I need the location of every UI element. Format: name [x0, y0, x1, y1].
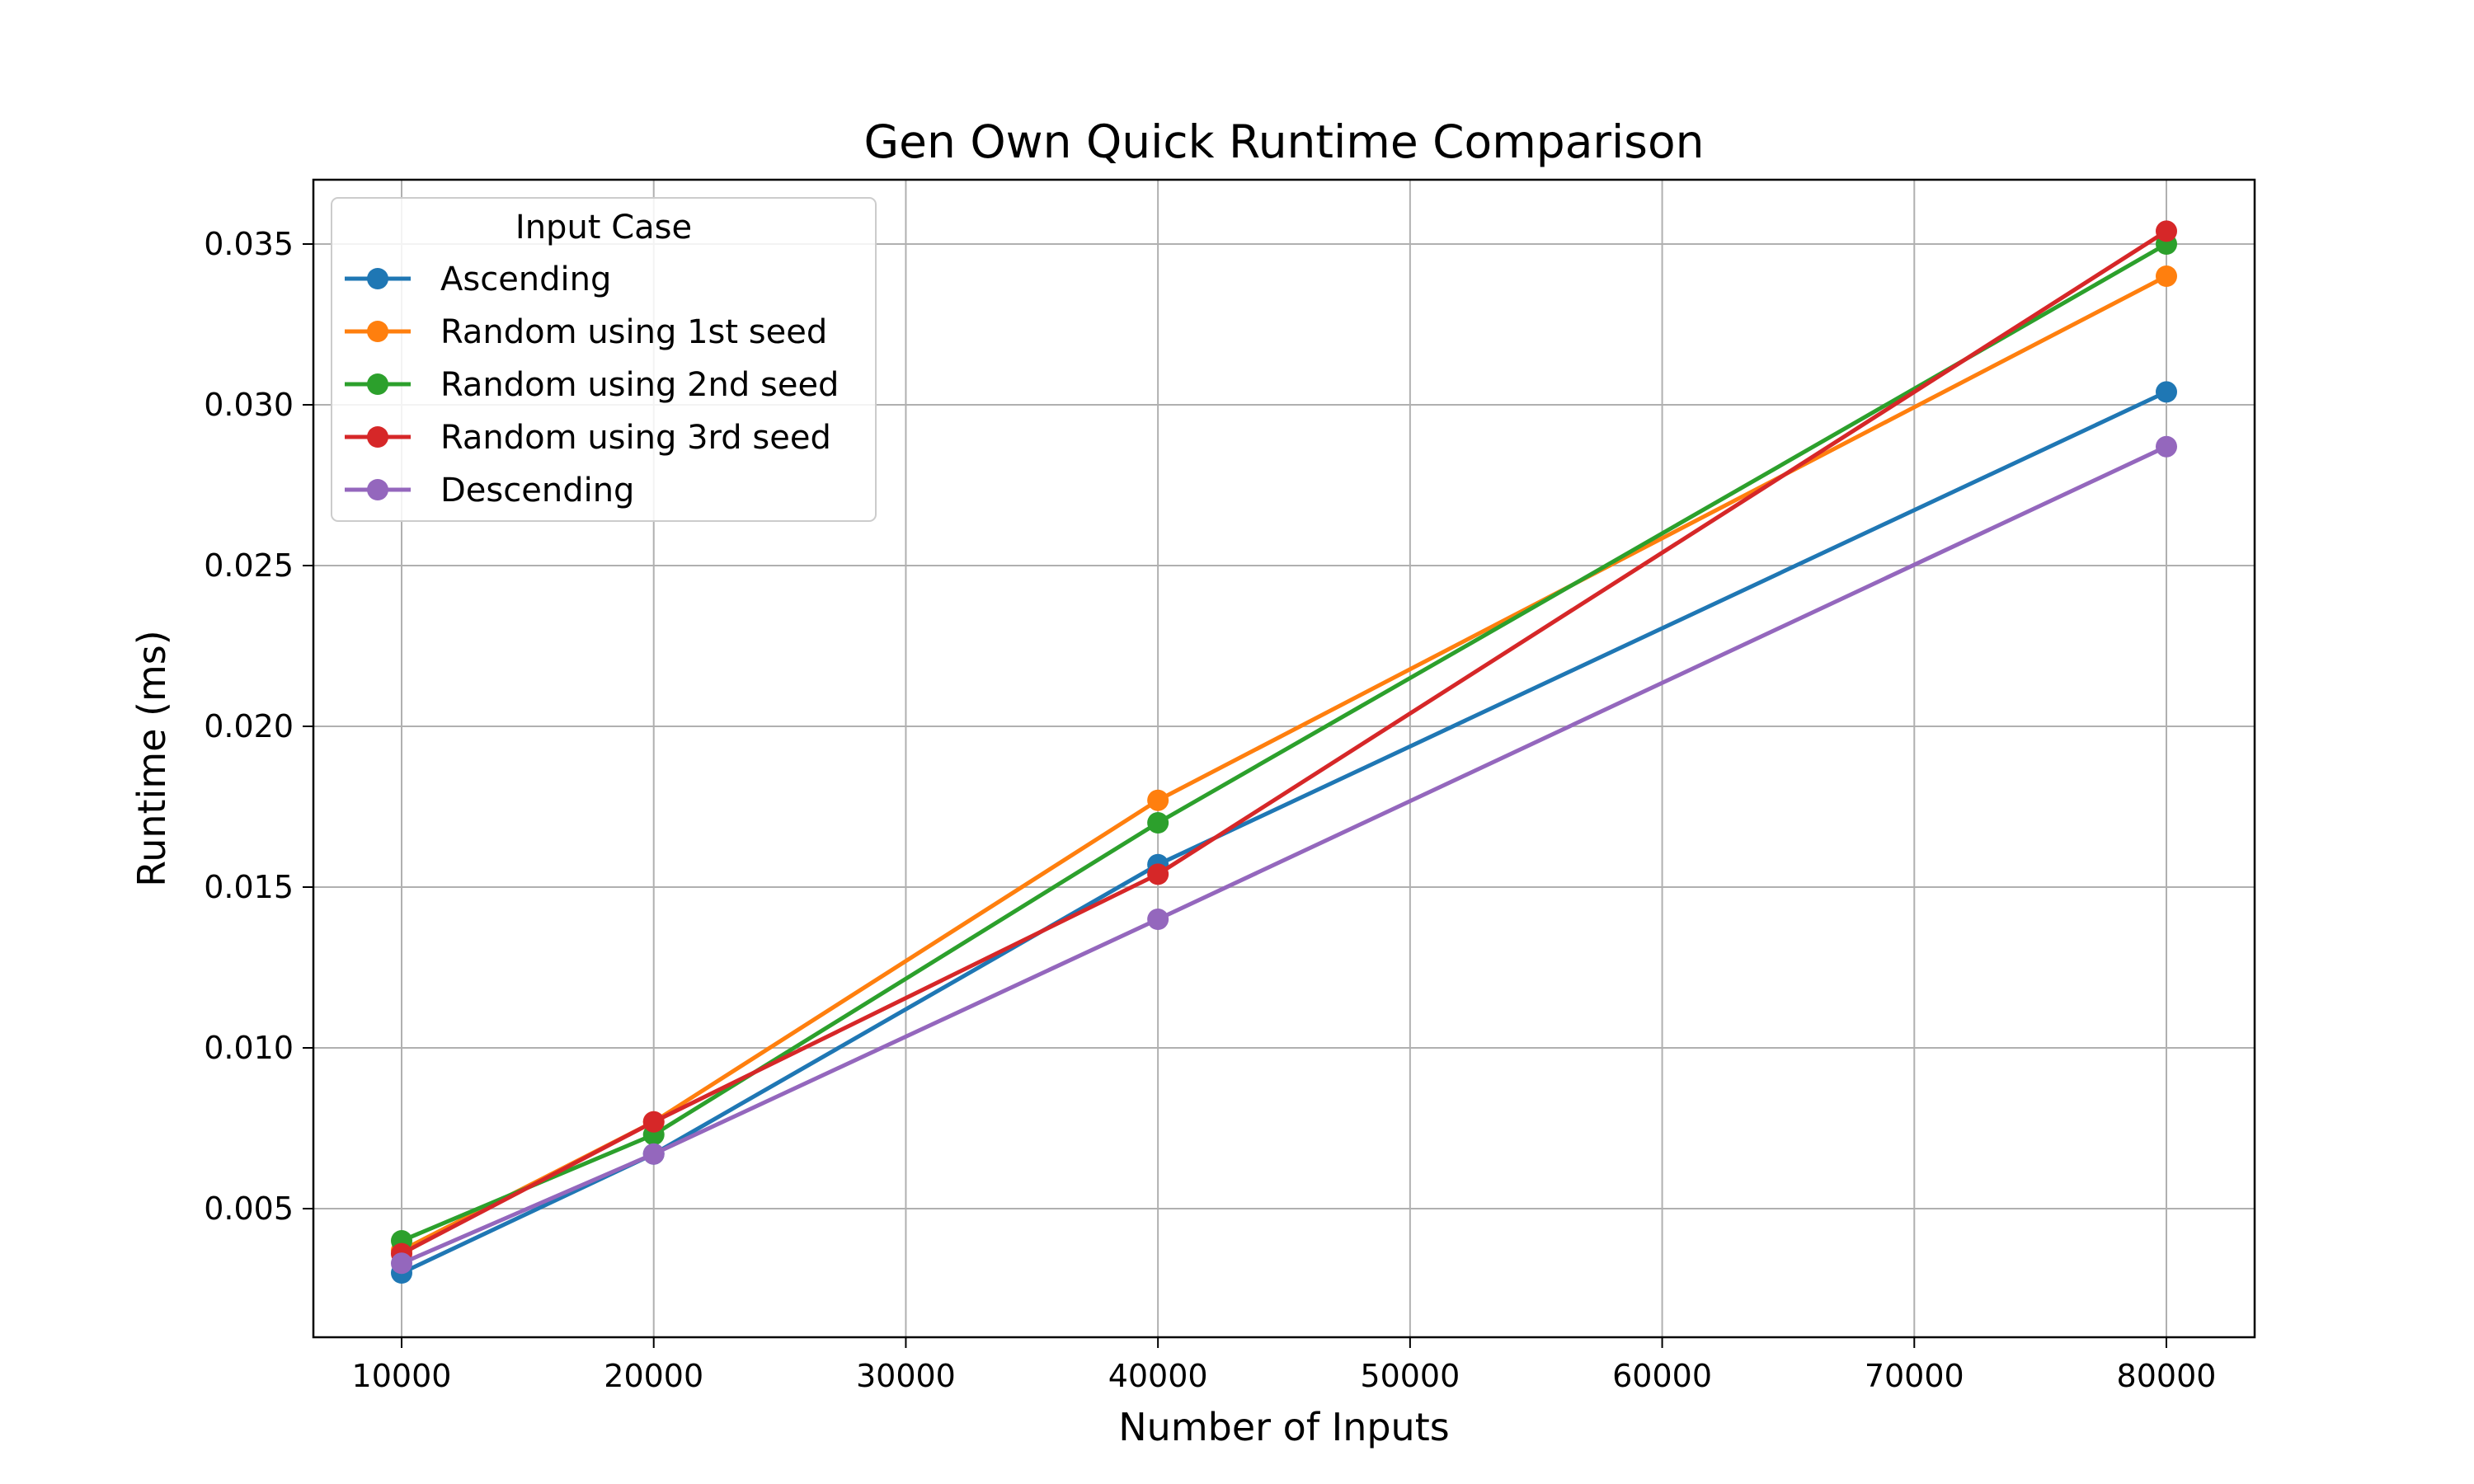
legend-marker [367, 268, 388, 289]
legend-label: Random using 2nd seed [440, 366, 839, 404]
legend-box [331, 197, 877, 522]
x-tick-label: 80000 [2117, 1358, 2217, 1394]
data-point [1147, 812, 1169, 834]
data-point [2156, 381, 2177, 403]
series-line [400, 390, 2168, 1275]
series-layer [391, 220, 2177, 1284]
series-random-using-3rd-seed [391, 220, 2177, 1265]
legend-item: Random using 2nd seed [345, 366, 839, 404]
legend-title: Input Case [515, 209, 692, 247]
y-tick-label: 0.005 [204, 1190, 294, 1227]
plot-frame [312, 178, 2256, 1339]
legend-item: Descending [345, 472, 634, 510]
legend-marker [367, 321, 388, 342]
x-axis: 10000 20000 30000 40000 50000 60000 70000 80000 [352, 1337, 2217, 1394]
x-tick-label: 30000 [856, 1358, 956, 1394]
series-descending [391, 435, 2177, 1275]
grid-lines [313, 180, 2255, 1337]
y-tick-label: 0.010 [204, 1030, 294, 1066]
legend-label: Ascending [440, 261, 611, 298]
legend-label: Random using 3rd seed [440, 419, 831, 457]
legend: Input Case Ascending Random using 1st see… [331, 197, 877, 522]
x-tick-label: 20000 [604, 1358, 703, 1394]
x-tick-label: 40000 [1108, 1358, 1208, 1394]
y-tick-label: 0.025 [204, 547, 294, 584]
y-axis: 0.005 0.010 0.015 0.020 0.025 0.030 0.035 [204, 226, 313, 1227]
legend-item: Random using 3rd seed [345, 419, 831, 457]
data-point [642, 1143, 665, 1165]
y-tick-label: 0.030 [204, 387, 294, 423]
legend-label: Descending [440, 472, 634, 510]
data-point [2156, 435, 2177, 458]
legend-label: Random using 1st seed [440, 313, 827, 351]
x-tick-label: 50000 [1360, 1358, 1460, 1394]
y-tick-label: 0.015 [204, 869, 294, 905]
data-point [642, 1111, 665, 1133]
data-point [1147, 909, 1169, 930]
x-tick-label: 60000 [1612, 1358, 1712, 1394]
x-tick-label: 70000 [1865, 1358, 1964, 1394]
y-tick-label: 0.020 [204, 708, 294, 744]
data-point [391, 1252, 412, 1275]
legend-marker [367, 426, 388, 448]
legend-marker [367, 373, 388, 395]
data-point [2156, 265, 2177, 287]
y-tick-label: 0.035 [204, 226, 294, 262]
data-point [2156, 220, 2177, 242]
data-point [1147, 863, 1169, 885]
legend-item: Random using 1st seed [345, 313, 827, 351]
chart-title: Gen Own Quick Runtime Comparison [864, 115, 1705, 168]
x-tick-label: 10000 [352, 1358, 452, 1394]
legend-item: Ascending [345, 261, 611, 298]
y-axis-label: Runtime (ms) [129, 630, 174, 886]
legend-marker [367, 479, 388, 500]
legend-items: Ascending Random using 1st seed Random usi… [345, 261, 839, 510]
data-point [1147, 789, 1169, 811]
series-line [400, 229, 2168, 1256]
x-axis-label: Number of Inputs [1118, 1405, 1449, 1449]
series-line [401, 444, 2168, 1266]
